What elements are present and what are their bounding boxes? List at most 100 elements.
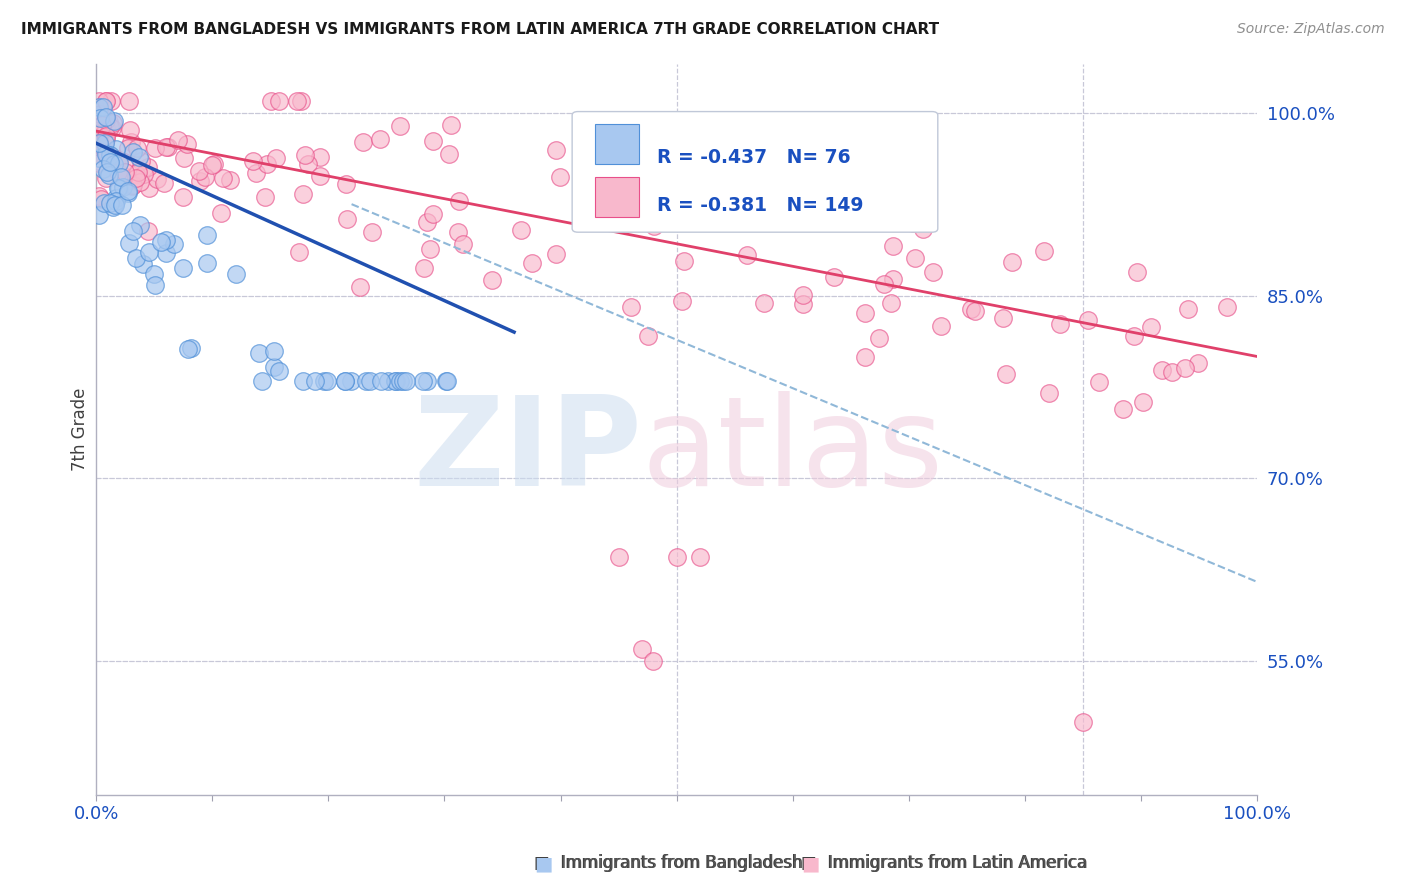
Point — [172, 190, 194, 204]
Point — [118, 235, 141, 250]
Point — [176, 137, 198, 152]
Point — [127, 165, 149, 179]
Point — [104, 194, 127, 208]
Point — [1161, 365, 1184, 379]
Point — [1032, 244, 1054, 258]
Point — [87, 110, 110, 124]
Point — [250, 374, 273, 388]
Point — [155, 246, 177, 260]
Point — [872, 277, 894, 292]
Point — [377, 374, 399, 388]
Point — [1177, 301, 1199, 316]
Point — [87, 208, 110, 222]
Point — [177, 342, 200, 356]
Point — [111, 198, 134, 212]
Point — [1174, 361, 1197, 376]
Point — [96, 95, 118, 109]
Text: IMMIGRANTS FROM BANGLADESH VS IMMIGRANTS FROM LATIN AMERICA 7TH GRADE CORRELATIO: IMMIGRANTS FROM BANGLADESH VS IMMIGRANTS… — [21, 22, 939, 37]
Point — [1038, 385, 1060, 400]
Point — [292, 186, 315, 201]
Point — [87, 151, 110, 165]
Point — [155, 139, 177, 153]
Point — [163, 237, 186, 252]
Point — [392, 374, 415, 388]
Point — [120, 123, 142, 137]
Point — [911, 222, 934, 236]
Point — [308, 151, 330, 165]
Text: R = -0.381   N= 149: R = -0.381 N= 149 — [657, 196, 863, 215]
Point — [212, 170, 235, 185]
Point — [143, 141, 166, 155]
Point — [385, 374, 408, 388]
Point — [359, 374, 381, 388]
Point — [105, 153, 128, 167]
Point — [1126, 265, 1149, 279]
Point — [1140, 320, 1163, 334]
Text: Immigrants from Bangladesh: Immigrants from Bangladesh — [551, 855, 803, 872]
Point — [153, 176, 176, 190]
Point — [129, 153, 152, 168]
Point — [87, 156, 110, 170]
Point — [792, 288, 814, 302]
Point — [253, 190, 276, 204]
Point — [546, 247, 568, 261]
Point — [195, 256, 218, 270]
Point — [94, 132, 117, 146]
Point — [901, 216, 924, 230]
Point — [416, 374, 439, 388]
FancyBboxPatch shape — [572, 112, 938, 232]
Text: ■: ■ — [534, 854, 553, 873]
Point — [108, 156, 131, 170]
Point — [416, 215, 439, 229]
Point — [297, 157, 319, 171]
Point — [122, 178, 145, 192]
Point — [1187, 356, 1209, 370]
Point — [128, 150, 150, 164]
Point — [607, 550, 630, 565]
Point — [665, 550, 688, 565]
Point — [87, 154, 110, 169]
Point — [1122, 329, 1144, 343]
Point — [422, 134, 444, 148]
Point — [87, 132, 110, 146]
Point — [121, 224, 143, 238]
Point — [1088, 375, 1111, 389]
Point — [882, 239, 904, 253]
Point — [315, 374, 337, 388]
Point — [620, 300, 643, 314]
Point — [107, 180, 129, 194]
Point — [853, 306, 876, 320]
Point — [395, 374, 418, 388]
Point — [90, 192, 112, 206]
Point — [673, 254, 696, 268]
Point — [263, 360, 285, 375]
Point — [412, 374, 434, 388]
Point — [121, 178, 143, 193]
Point — [370, 374, 392, 388]
Point — [100, 121, 122, 136]
Point — [93, 195, 115, 210]
Point — [352, 136, 374, 150]
Point — [110, 167, 132, 181]
Point — [87, 136, 110, 151]
Point — [155, 233, 177, 247]
Point — [103, 113, 125, 128]
Point — [97, 115, 120, 129]
Point — [360, 225, 382, 239]
Point — [111, 180, 134, 194]
Point — [671, 293, 693, 308]
Point — [87, 94, 110, 108]
Point — [98, 153, 121, 168]
Point — [643, 219, 665, 233]
Point — [434, 374, 457, 388]
Point — [118, 94, 141, 108]
Point — [354, 374, 377, 388]
Point — [447, 225, 470, 239]
Point — [436, 374, 458, 388]
Point — [94, 111, 117, 125]
Point — [269, 94, 291, 108]
Point — [287, 94, 309, 108]
Point — [823, 270, 845, 285]
Point — [202, 157, 225, 171]
Point — [87, 118, 110, 132]
